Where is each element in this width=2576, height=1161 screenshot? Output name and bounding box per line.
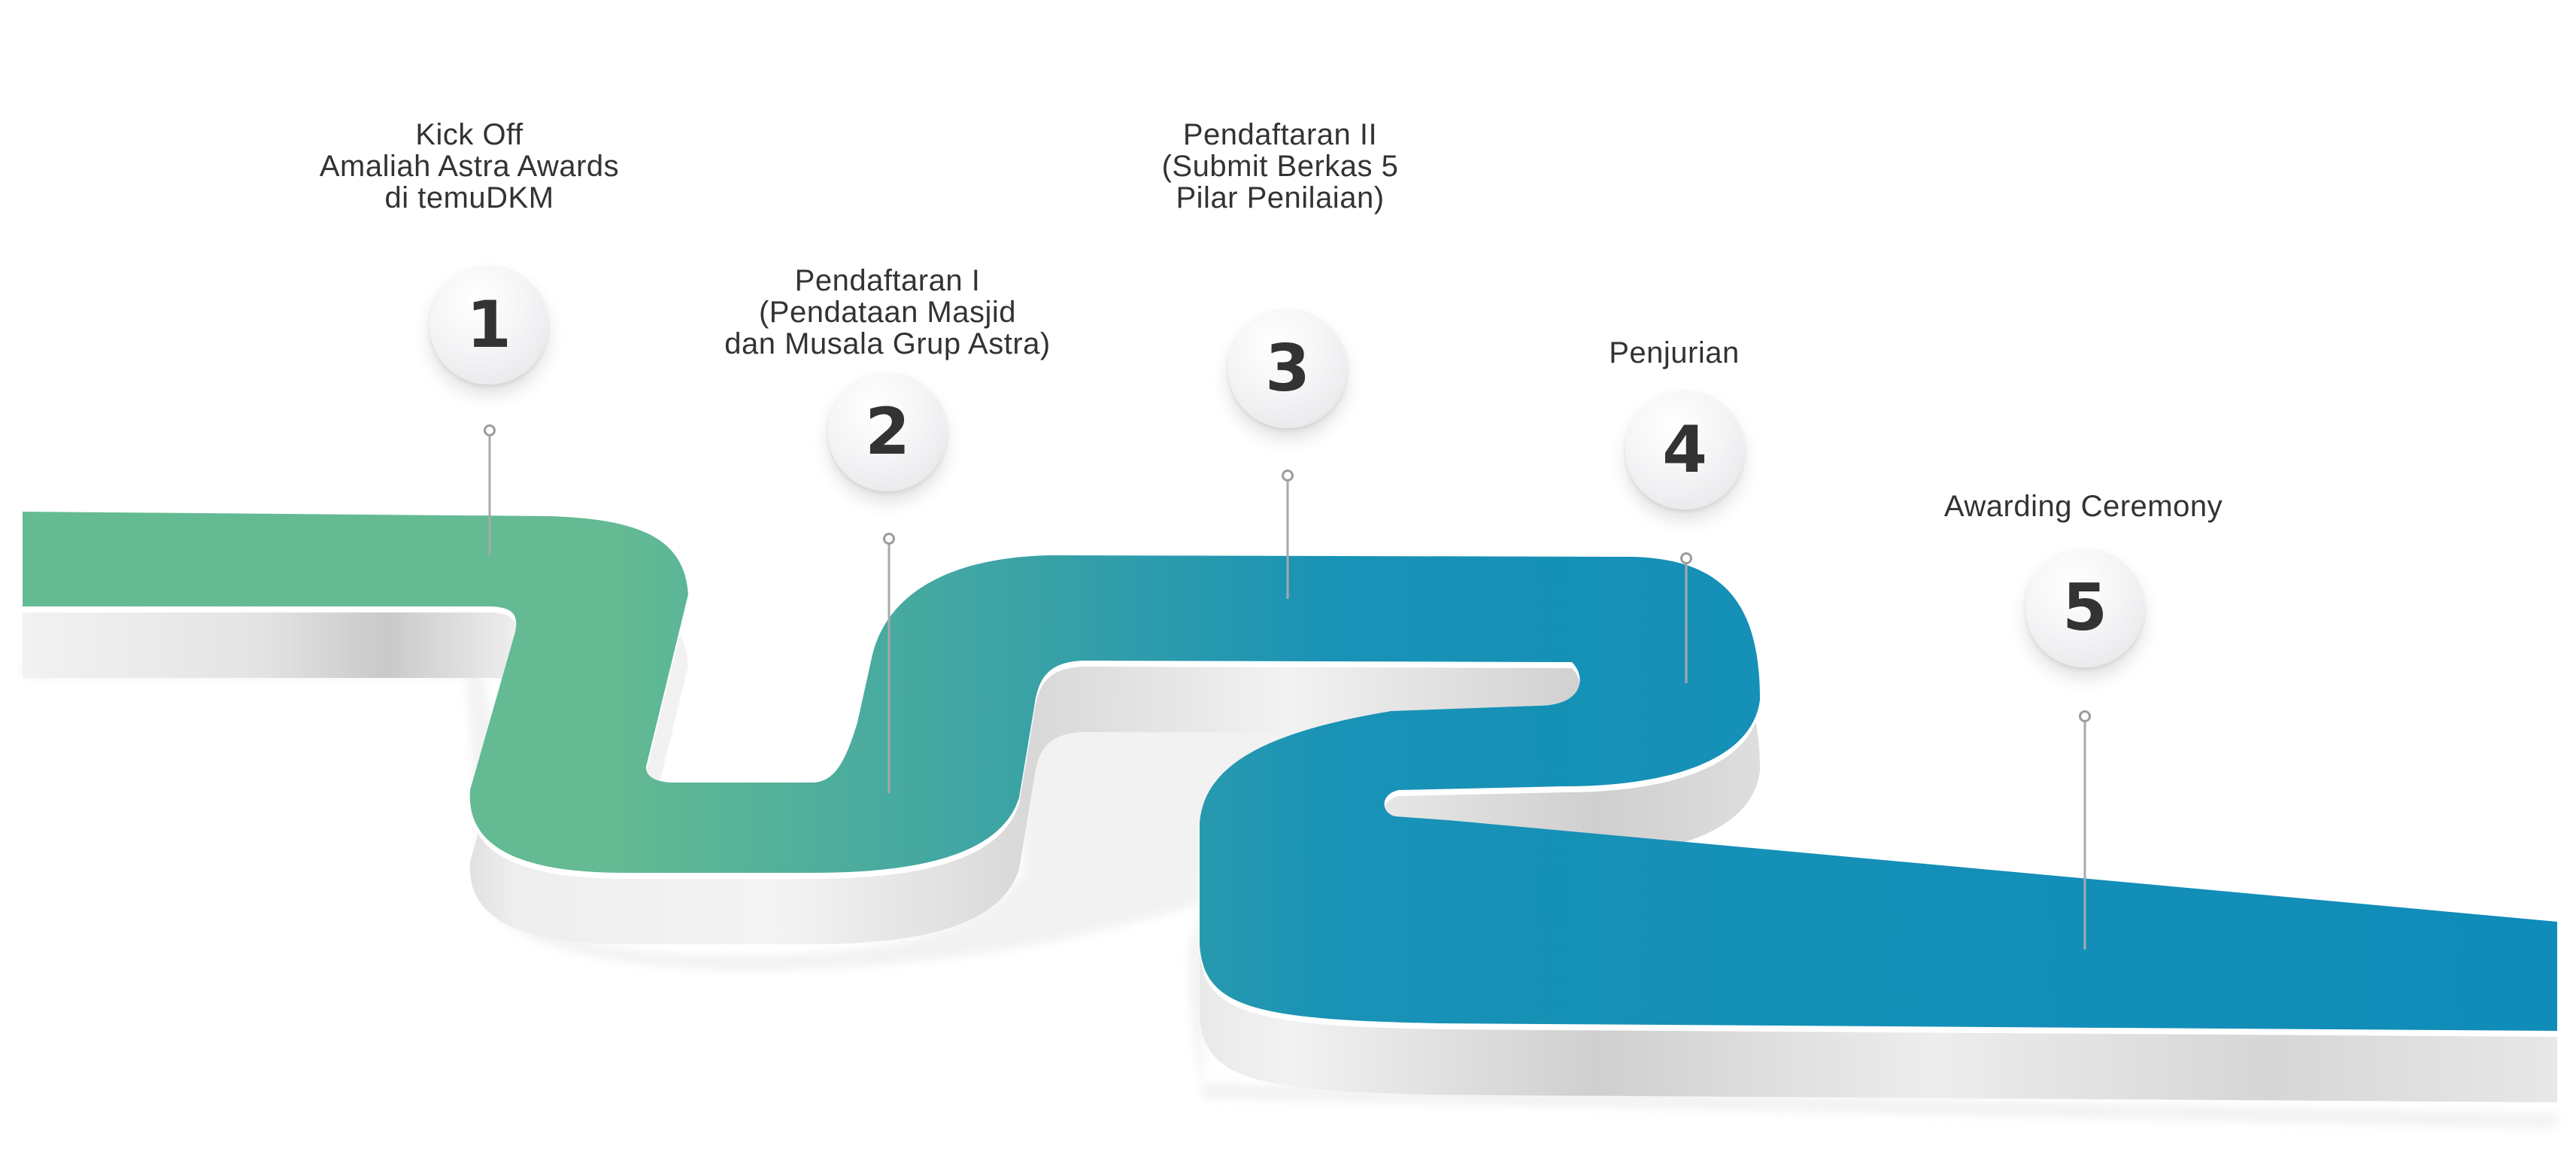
step-2-badge: 2	[828, 372, 947, 491]
step-4-pin-line	[1685, 564, 1688, 683]
step-4-label: Penjurian	[1609, 336, 1740, 369]
step-5-number: 5	[2062, 570, 2107, 646]
step-4-number: 4	[1662, 412, 1707, 488]
step-5-pin-dot	[2079, 710, 2091, 722]
step-2-pin-line	[887, 545, 891, 793]
road-surface	[23, 512, 2557, 1031]
step-5-label: Awarding Ceremony	[1943, 490, 2223, 523]
step-5-badge: 5	[2025, 549, 2144, 667]
step-1-pin-line	[488, 436, 491, 555]
step-4-badge: 4	[1625, 391, 1744, 509]
step-1-label: Kick Off Amaliah Astra Awards di temuDKM	[319, 118, 620, 214]
step-1-pin-dot	[484, 424, 496, 436]
step-3-pin-dot	[1282, 470, 1294, 482]
step-2-number: 2	[865, 394, 910, 470]
step-1-number: 1	[466, 287, 511, 363]
step-4-pin-dot	[1680, 552, 1692, 564]
step-3-number: 3	[1265, 331, 1310, 406]
step-3-pin-line	[1286, 482, 1289, 599]
step-2-label: Pendaftaran I (Pendataan Masjid dan Musa…	[724, 264, 1051, 360]
step-2-pin-dot	[883, 533, 895, 545]
step-1-badge: 1	[429, 266, 548, 384]
step-3-badge: 3	[1228, 309, 1347, 428]
step-5-pin-line	[2083, 722, 2086, 950]
step-3-label: Pendaftaran II (Submit Berkas 5 Pilar Pe…	[1161, 118, 1399, 214]
